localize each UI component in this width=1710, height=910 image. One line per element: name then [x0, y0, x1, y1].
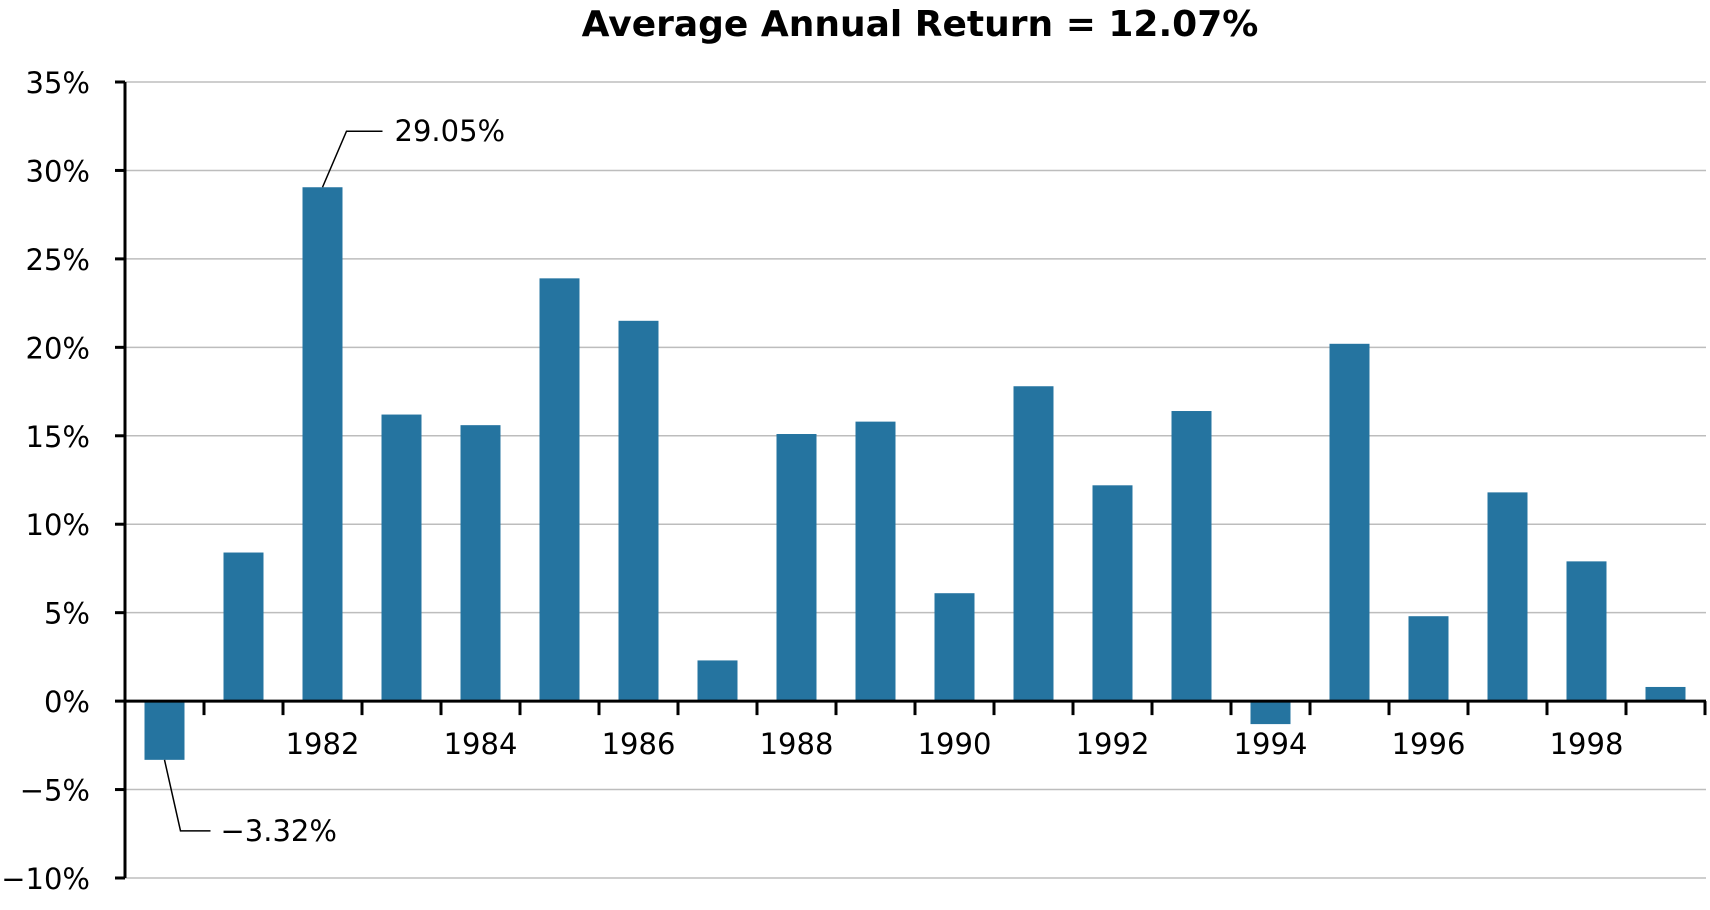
- bar-1988: [776, 434, 817, 702]
- leader-line: [321, 130, 383, 188]
- y-tick-label: 0%: [44, 685, 90, 719]
- y-tick-label: 15%: [26, 420, 90, 454]
- bar-1993: [1171, 411, 1212, 702]
- bar-1999: [1645, 686, 1686, 702]
- x-tick-label: 1984: [444, 727, 518, 761]
- y-tick-label: −5%: [20, 774, 90, 808]
- bar-1985: [539, 278, 580, 702]
- y-tick-label: 20%: [26, 331, 90, 365]
- grid-lines: [125, 81, 1706, 879]
- bar-1986: [618, 320, 659, 702]
- bar-1991: [1013, 386, 1054, 702]
- bar-1998: [1566, 561, 1607, 702]
- y-tick-label: −10%: [1, 862, 90, 896]
- bar-1996: [1408, 616, 1449, 702]
- bar-1987: [697, 660, 738, 702]
- tick-labels: −10% −5% 0% 5% 10% 15% 20% 25% 30% 35% 1982 1984 198…: [1, 66, 1623, 896]
- bar-1981: [223, 552, 264, 702]
- bars: [144, 187, 1686, 760]
- x-tick-label: 1988: [760, 727, 834, 761]
- annotation-label: 29.05%: [395, 114, 506, 148]
- bar-1982: [302, 187, 343, 702]
- bar-1984: [460, 425, 501, 702]
- bar-1997: [1487, 492, 1528, 702]
- y-tick-label: 35%: [26, 66, 90, 100]
- chart-title: Average Annual Return = 12.07%: [582, 4, 1259, 45]
- axes: [115, 80, 1707, 880]
- x-tick-label: 1990: [918, 727, 992, 761]
- annotation-label: −3.32%: [221, 814, 337, 848]
- x-tick-label: 1998: [1550, 727, 1624, 761]
- x-tick-label: 1994: [1234, 727, 1308, 761]
- bar-1990: [934, 593, 975, 702]
- annotations: 29.05% −3.32%: [163, 114, 506, 848]
- x-tick-label: 1982: [286, 727, 360, 761]
- y-tick-label: 30%: [26, 154, 90, 188]
- bar-1980: [144, 701, 185, 760]
- x-tick-label: 1996: [1392, 727, 1466, 761]
- bar-1983: [381, 414, 422, 702]
- bar-1995: [1329, 343, 1370, 702]
- leader-line: [163, 759, 211, 832]
- bar-1992: [1092, 485, 1133, 702]
- x-tick-label: 1992: [1076, 727, 1150, 761]
- bar-1994: [1250, 701, 1291, 725]
- bar-1989: [855, 421, 896, 702]
- y-tick-label: 10%: [26, 508, 90, 542]
- y-tick-label: 5%: [44, 597, 90, 631]
- y-tick-label: 25%: [26, 243, 90, 277]
- x-tick-label: 1986: [602, 727, 676, 761]
